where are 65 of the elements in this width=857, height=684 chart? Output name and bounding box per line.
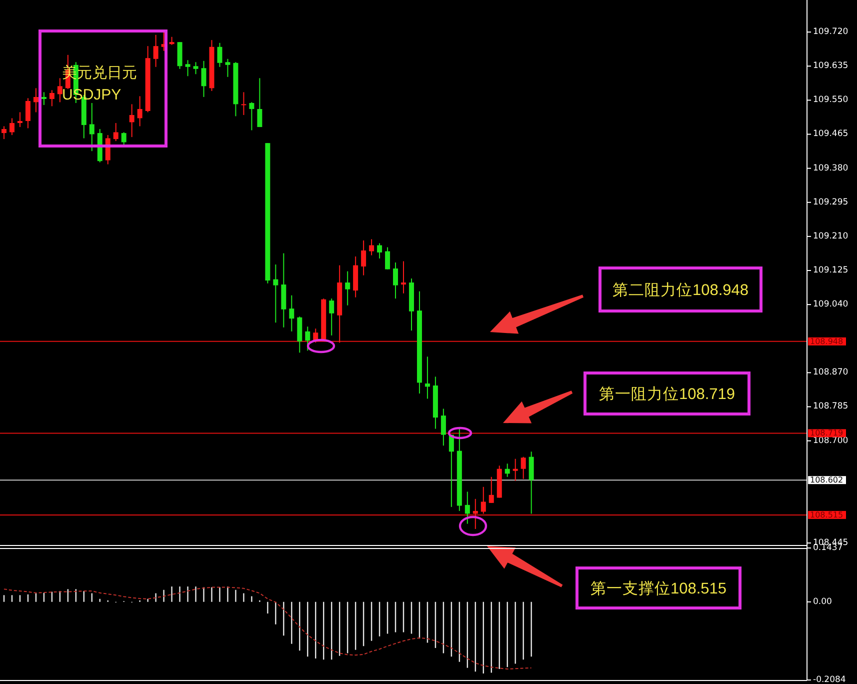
- y-tick-label: 109.550: [813, 95, 848, 106]
- line-series: [4, 586, 532, 670]
- ref-line-label: 108.948: [810, 336, 844, 346]
- y-tick-label: 109.210: [813, 231, 848, 242]
- candlestick: [361, 240, 366, 276]
- candlestick: [424, 356, 430, 400]
- candlestick: [528, 451, 534, 514]
- candlestick: [185, 60, 190, 77]
- candlestick: [369, 238, 374, 256]
- y-tick-label: 0.00: [813, 596, 832, 607]
- candlestick: [289, 294, 294, 332]
- annotation: 第一支撑位108.515: [590, 580, 727, 598]
- candlestick: [464, 491, 470, 524]
- candlestick: [504, 463, 510, 478]
- annotation: 第一阻力位108.719: [598, 385, 736, 403]
- candlestick: [113, 122, 118, 142]
- y-tick-label: 109.635: [813, 61, 848, 72]
- y-tick-label: 109.380: [813, 163, 848, 174]
- candlestick: [153, 34, 158, 68]
- candlestick: [273, 264, 278, 324]
- y-tick-label: 109.295: [813, 197, 848, 208]
- candlestick: [305, 326, 310, 352]
- y-tick-label: 108.870: [813, 368, 848, 378]
- ref-line-label: 108.602: [810, 476, 844, 485]
- candlestick: [9, 118, 14, 136]
- candlestick: [520, 456, 526, 480]
- candlestick: [57, 78, 62, 103]
- y-tick-label: 108.785: [813, 402, 848, 412]
- candlestick: [401, 260, 406, 294]
- candlestick: [377, 242, 382, 259]
- ref-line-label: 108.515: [810, 510, 844, 520]
- y-tick-label: -0.2084: [813, 675, 846, 684]
- y-tick-label: 109.465: [813, 129, 848, 140]
- candlestick: [393, 262, 398, 300]
- candlestick: [89, 102, 94, 152]
- candlestick: [129, 104, 134, 138]
- candlestick: [257, 78, 262, 128]
- candlestick: [329, 298, 334, 336]
- candlestick: [225, 58, 230, 78]
- candlestick: [41, 92, 46, 106]
- candlestick: [137, 96, 142, 127]
- candlestick: [488, 476, 494, 504]
- candlestick: [193, 62, 198, 75]
- candlestick: [121, 132, 126, 146]
- y-tick-label: 0.1437: [813, 543, 843, 553]
- y-tick-label: 109.125: [813, 265, 848, 276]
- candlestick: [385, 246, 390, 270]
- candlestick: [241, 92, 246, 116]
- candlestick: [480, 486, 486, 514]
- candlestick: [25, 98, 30, 129]
- candlestick: [345, 270, 350, 306]
- candlestick: [512, 458, 518, 482]
- y-tick-label: 109.720: [813, 27, 848, 38]
- annotation: 第二阻力位108.948: [612, 281, 749, 299]
- candlestick: [440, 408, 446, 446]
- ref-line-label: 108.719: [810, 428, 844, 438]
- candlestick: [17, 112, 22, 128]
- candlestick: [33, 88, 38, 113]
- candlestick: [1, 126, 6, 140]
- candlestick: [201, 60, 206, 98]
- candlestick: [249, 102, 254, 131]
- y-tick-label: 108.700: [813, 436, 848, 446]
- y-tick-label: 109.040: [813, 300, 848, 310]
- candlestick: [49, 90, 54, 107]
- candlestick: [217, 42, 222, 68]
